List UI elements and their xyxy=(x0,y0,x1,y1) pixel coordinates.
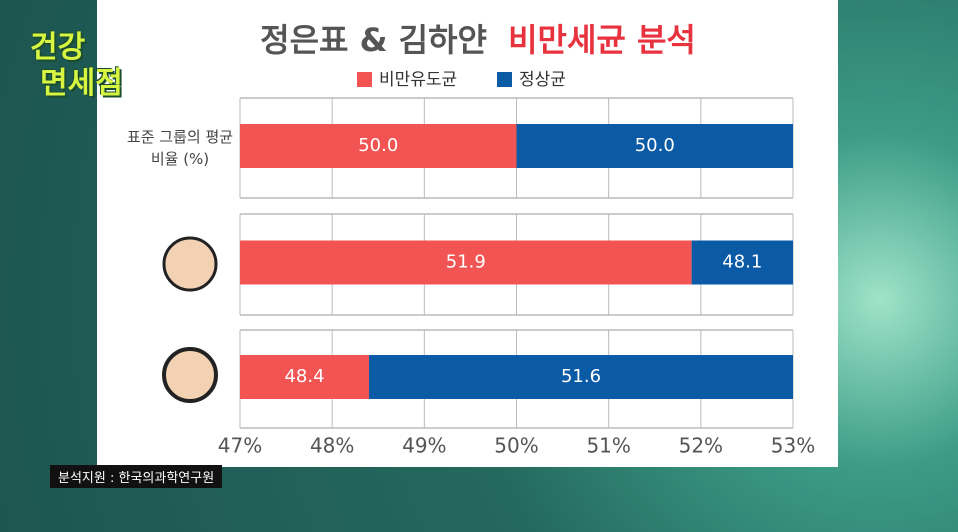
x-tick-label: 47% xyxy=(218,434,262,458)
x-tick-label: 52% xyxy=(679,434,723,458)
logo: 면세점 xyxy=(40,66,123,101)
legend-swatch xyxy=(497,72,512,87)
face xyxy=(162,347,218,403)
x-tick-label: 50% xyxy=(494,434,538,458)
bar-segment xyxy=(240,240,692,285)
bar-segment xyxy=(240,124,517,168)
data-label: 51.9 xyxy=(446,252,486,273)
face xyxy=(162,236,218,292)
x-tick-label: 53% xyxy=(771,434,815,458)
legend-label: 정상균 xyxy=(519,70,566,90)
data-label: 51.6 xyxy=(561,366,601,387)
legend-swatch xyxy=(357,72,372,87)
x-tick-label: 48% xyxy=(310,434,354,458)
chart-title: 정은표 & 김하얀 비만세균 분석 xyxy=(260,21,696,59)
data-label: 48.1 xyxy=(722,252,762,273)
x-tick-label: 49% xyxy=(402,434,446,458)
data-label: 48.4 xyxy=(284,366,324,387)
title-main: 정은표 & 김하얀 xyxy=(260,21,487,59)
category-label: 표준 그룹의 평균 비율 (%) xyxy=(126,128,234,168)
legend-label: 비만유도균 xyxy=(379,70,457,90)
x-tick-label: 51% xyxy=(586,434,630,458)
bars xyxy=(240,124,793,399)
bar-segment xyxy=(369,355,793,399)
caption: 분석지원 : 한국의과학연구원 xyxy=(50,465,223,488)
data-label: 50.0 xyxy=(635,135,675,156)
data-label: 50.0 xyxy=(358,135,398,156)
logo: 건강 xyxy=(30,30,86,65)
bar-segment xyxy=(240,355,370,399)
title-emphasis: 비만세균 분석 xyxy=(508,21,696,59)
bar-segment xyxy=(516,124,793,168)
bar-segment xyxy=(691,240,793,285)
